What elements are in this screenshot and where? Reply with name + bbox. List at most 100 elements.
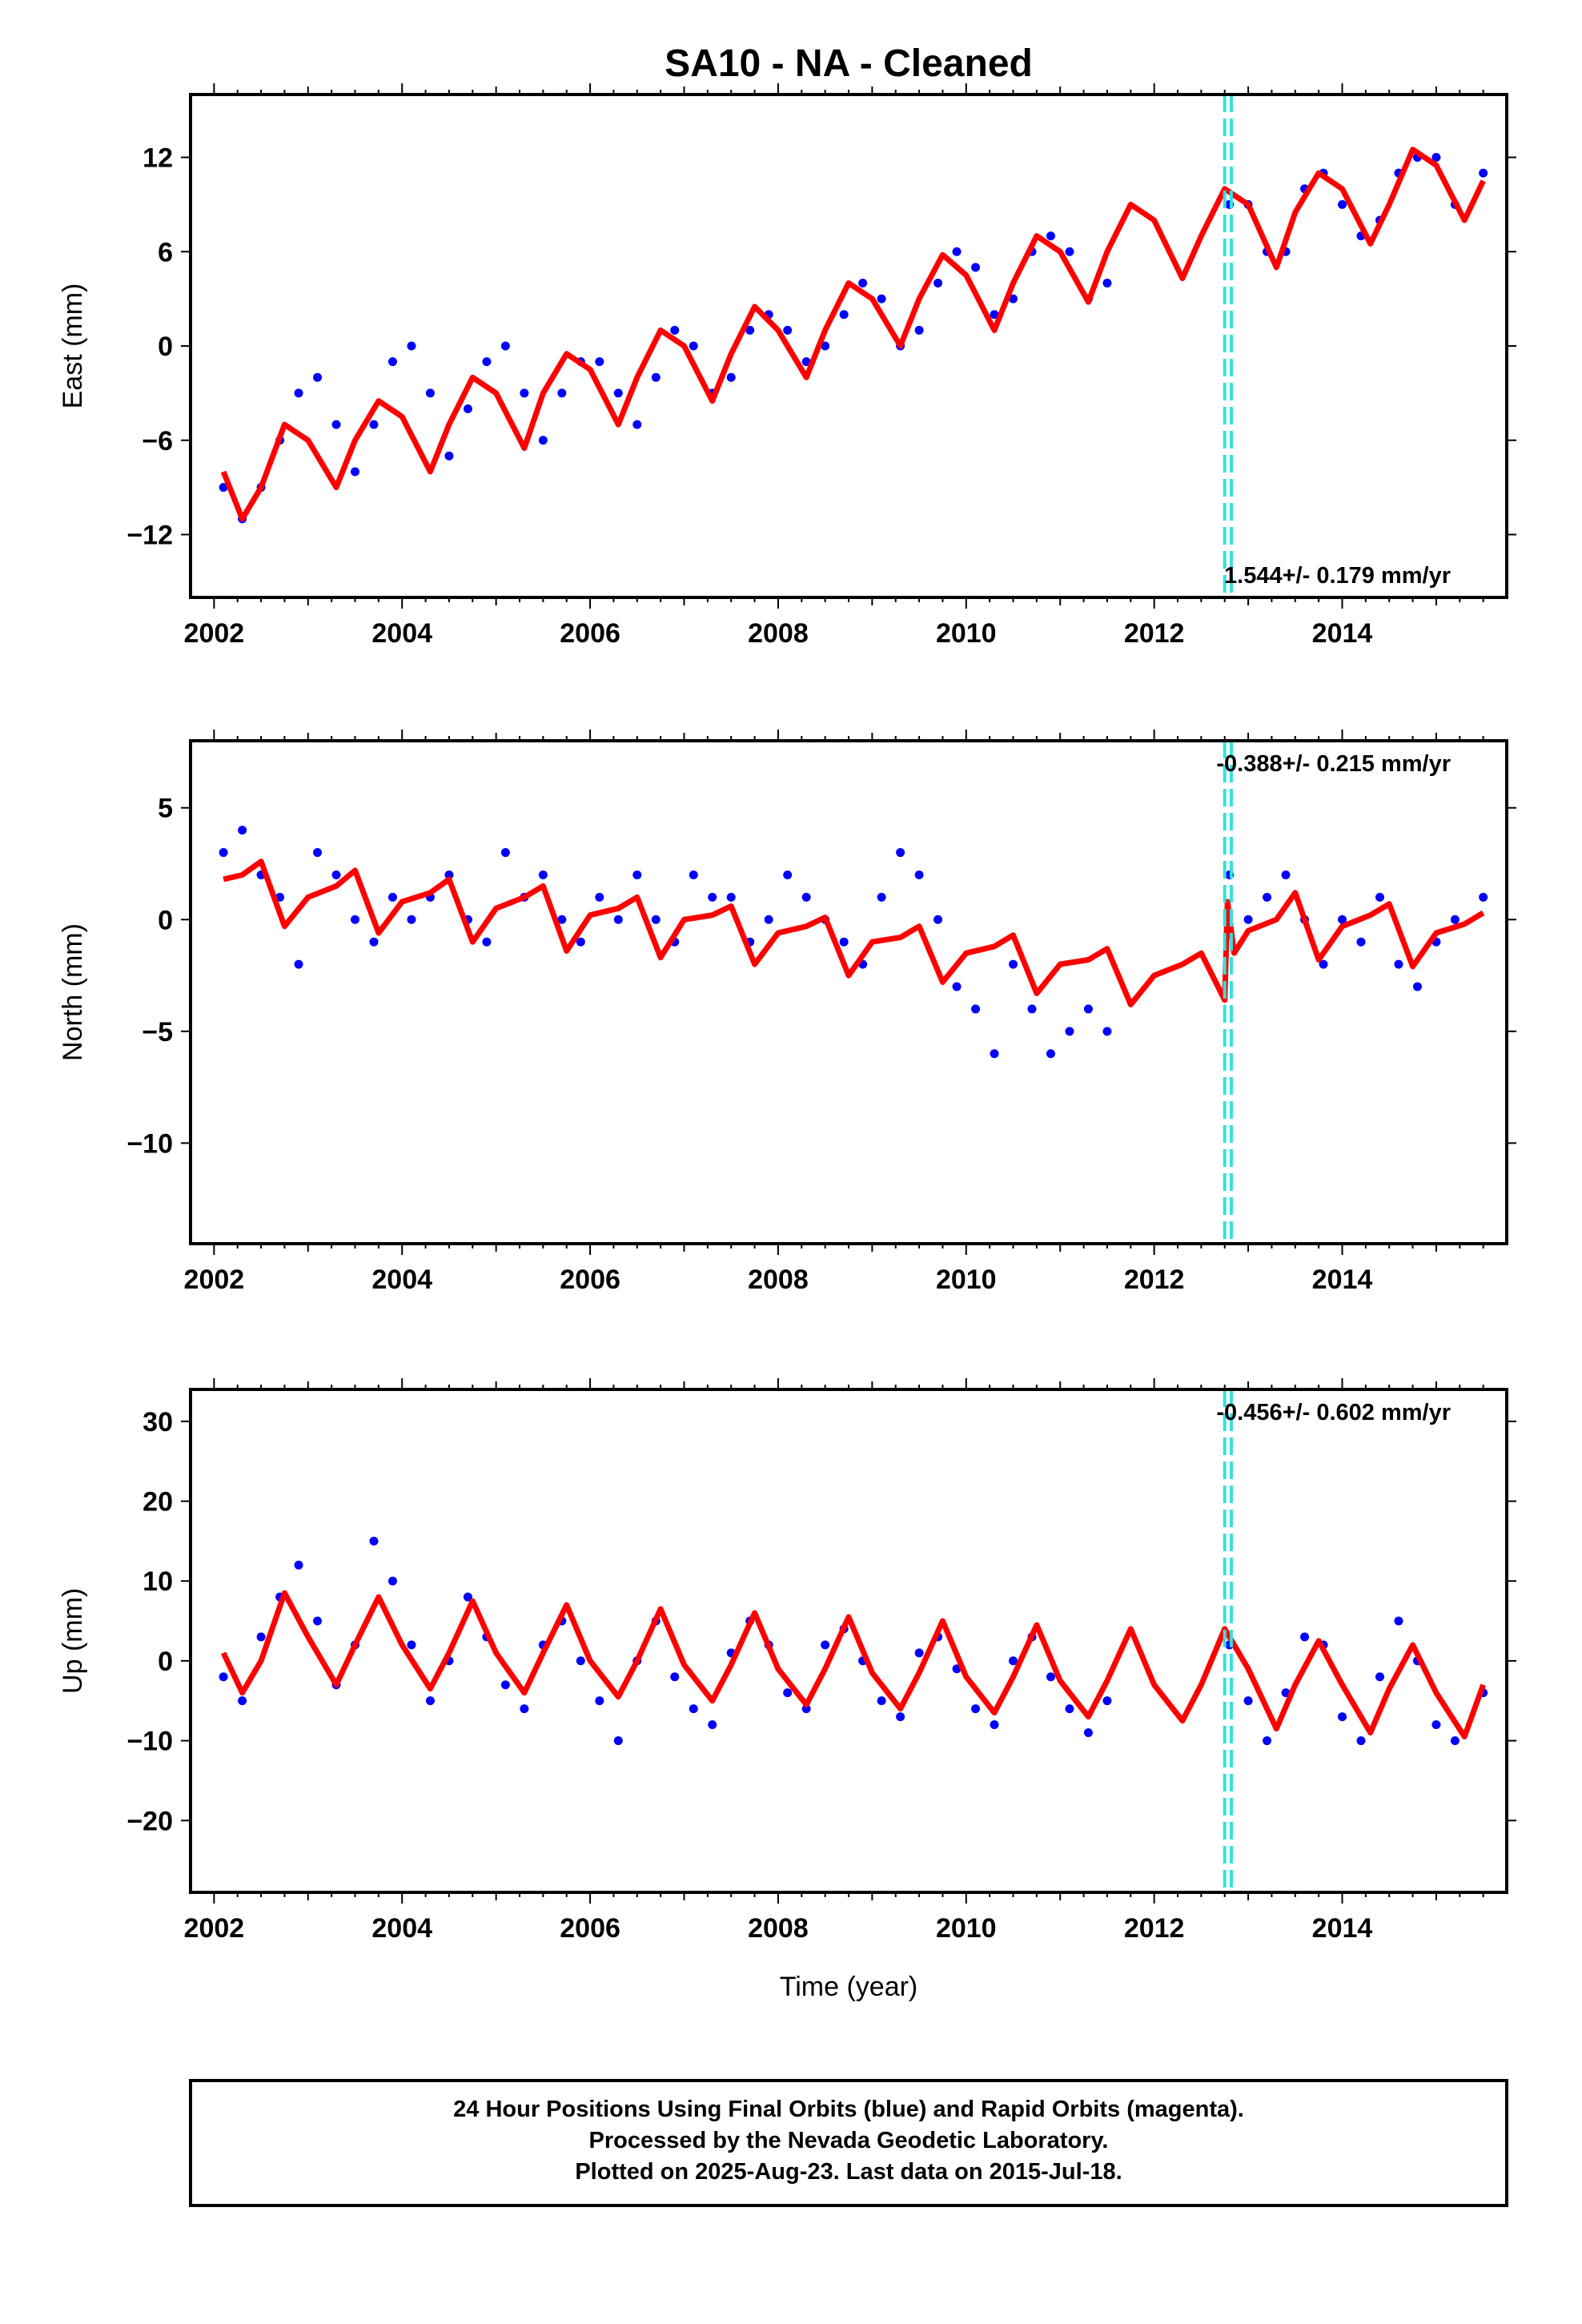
data-point: [952, 982, 962, 991]
data-point: [219, 1672, 228, 1682]
data-point: [783, 1688, 793, 1698]
data-point: [914, 325, 924, 335]
data-point: [425, 388, 435, 398]
data-point: [500, 1680, 510, 1690]
data-point: [369, 1536, 379, 1546]
y-tick-label: 0: [158, 1647, 173, 1677]
data-point: [1338, 915, 1347, 924]
data-point: [1083, 1728, 1093, 1738]
data-point: [896, 848, 905, 858]
data-point: [651, 372, 661, 382]
axes-frame: [189, 93, 1508, 599]
data-point: [1102, 279, 1112, 287]
data-point: [952, 247, 962, 256]
data-point: [294, 1560, 303, 1570]
x-tick-label: 2004: [371, 1913, 432, 1944]
data-point: [1394, 1616, 1403, 1626]
data-point: [576, 1656, 585, 1666]
data-point: [1356, 937, 1366, 947]
x-tick-label: 2014: [1312, 1265, 1373, 1295]
data-point: [1300, 1632, 1310, 1642]
data-point: [990, 1049, 999, 1059]
data-point: [689, 870, 698, 879]
data-point: [1431, 153, 1441, 162]
model-fit-line: [220, 147, 1486, 522]
data-point: [369, 420, 379, 429]
data-point: [651, 915, 661, 924]
data-point: [613, 388, 623, 398]
data-point: [256, 1632, 266, 1642]
data-point: [1263, 1736, 1272, 1746]
data-point: [595, 357, 604, 367]
x-tick-label: 2012: [1124, 618, 1185, 649]
data-point: [971, 263, 981, 272]
data-point: [1065, 1704, 1074, 1714]
data-point: [914, 1648, 924, 1658]
data-point: [1263, 892, 1272, 902]
data-point: [1431, 1720, 1441, 1730]
y-axis-label: Up (mm): [58, 1588, 88, 1694]
data-point: [351, 467, 359, 476]
x-tick-label: 2006: [560, 618, 620, 649]
data-point: [482, 937, 492, 947]
data-point: [839, 310, 849, 320]
data-point: [877, 1696, 886, 1706]
data-point: [538, 436, 548, 445]
data-point: [500, 341, 510, 351]
footer-line-3: Plotted on 2025-Aug-23. Last data on 201…: [575, 2159, 1122, 2185]
east-panel: 2002 2004 2006 2008 2010 2012 2014 −12 −6 0 6 12 Eas…: [58, 83, 1516, 649]
data-point: [821, 1640, 830, 1650]
data-point: [463, 1592, 472, 1602]
data-point: [238, 826, 247, 835]
x-tick-label: 2002: [184, 618, 245, 649]
data-point: [520, 1704, 529, 1714]
data-point: [538, 870, 548, 879]
y-tick-label: 30: [143, 1407, 173, 1437]
data-point: [407, 915, 416, 924]
footer-line-2: Processed by the Nevada Geodetic Laborat…: [589, 2128, 1109, 2153]
chart-title: SA10 - NA - Cleaned: [665, 42, 1033, 85]
data-point: [313, 1616, 323, 1626]
plot-area: [219, 741, 1488, 1244]
y-tick-label: −20: [126, 1806, 173, 1836]
data-point: [801, 1704, 811, 1714]
x-tick-label: 2010: [936, 1265, 997, 1295]
data-point: [1065, 247, 1074, 256]
y-tick-label: 6: [158, 237, 173, 267]
data-point: [1338, 199, 1347, 209]
data-point: [219, 483, 228, 493]
y-axis-label: East (mm): [58, 283, 88, 409]
data-point: [821, 341, 830, 351]
data-point: [313, 848, 323, 858]
data-point: [387, 357, 397, 367]
data-point: [1375, 1672, 1384, 1682]
data-point: [1046, 1672, 1055, 1682]
data-point: [914, 870, 924, 879]
data-point: [934, 279, 943, 287]
data-point: [444, 451, 454, 460]
data-point: [387, 1576, 397, 1586]
data-point: [407, 341, 416, 351]
data-point: [331, 870, 341, 879]
data-point: [1243, 1696, 1253, 1706]
data-point: [783, 870, 793, 879]
up-panel: 2002 2004 2006 2008 2010 2012 2014 −20 −10 0 10 20 3…: [58, 1378, 1516, 1944]
data-point: [1338, 1712, 1347, 1722]
data-point: [990, 310, 999, 320]
data-point: [331, 420, 341, 429]
data-point: [1281, 870, 1291, 879]
axes-frame: [189, 739, 1508, 1245]
data-point: [1356, 1736, 1366, 1746]
y-tick-label: 12: [143, 143, 173, 174]
data-point: [1083, 1004, 1093, 1014]
data-point: [801, 357, 811, 367]
data-point: [896, 1712, 905, 1722]
data-point: [613, 915, 623, 924]
data-point: [708, 1720, 717, 1730]
data-point: [1046, 231, 1055, 241]
data-point: [313, 372, 323, 382]
x-axis-label: Time (year): [780, 1972, 918, 2002]
x-tick-label: 2012: [1124, 1913, 1185, 1944]
x-tick-label: 2006: [560, 1913, 620, 1944]
